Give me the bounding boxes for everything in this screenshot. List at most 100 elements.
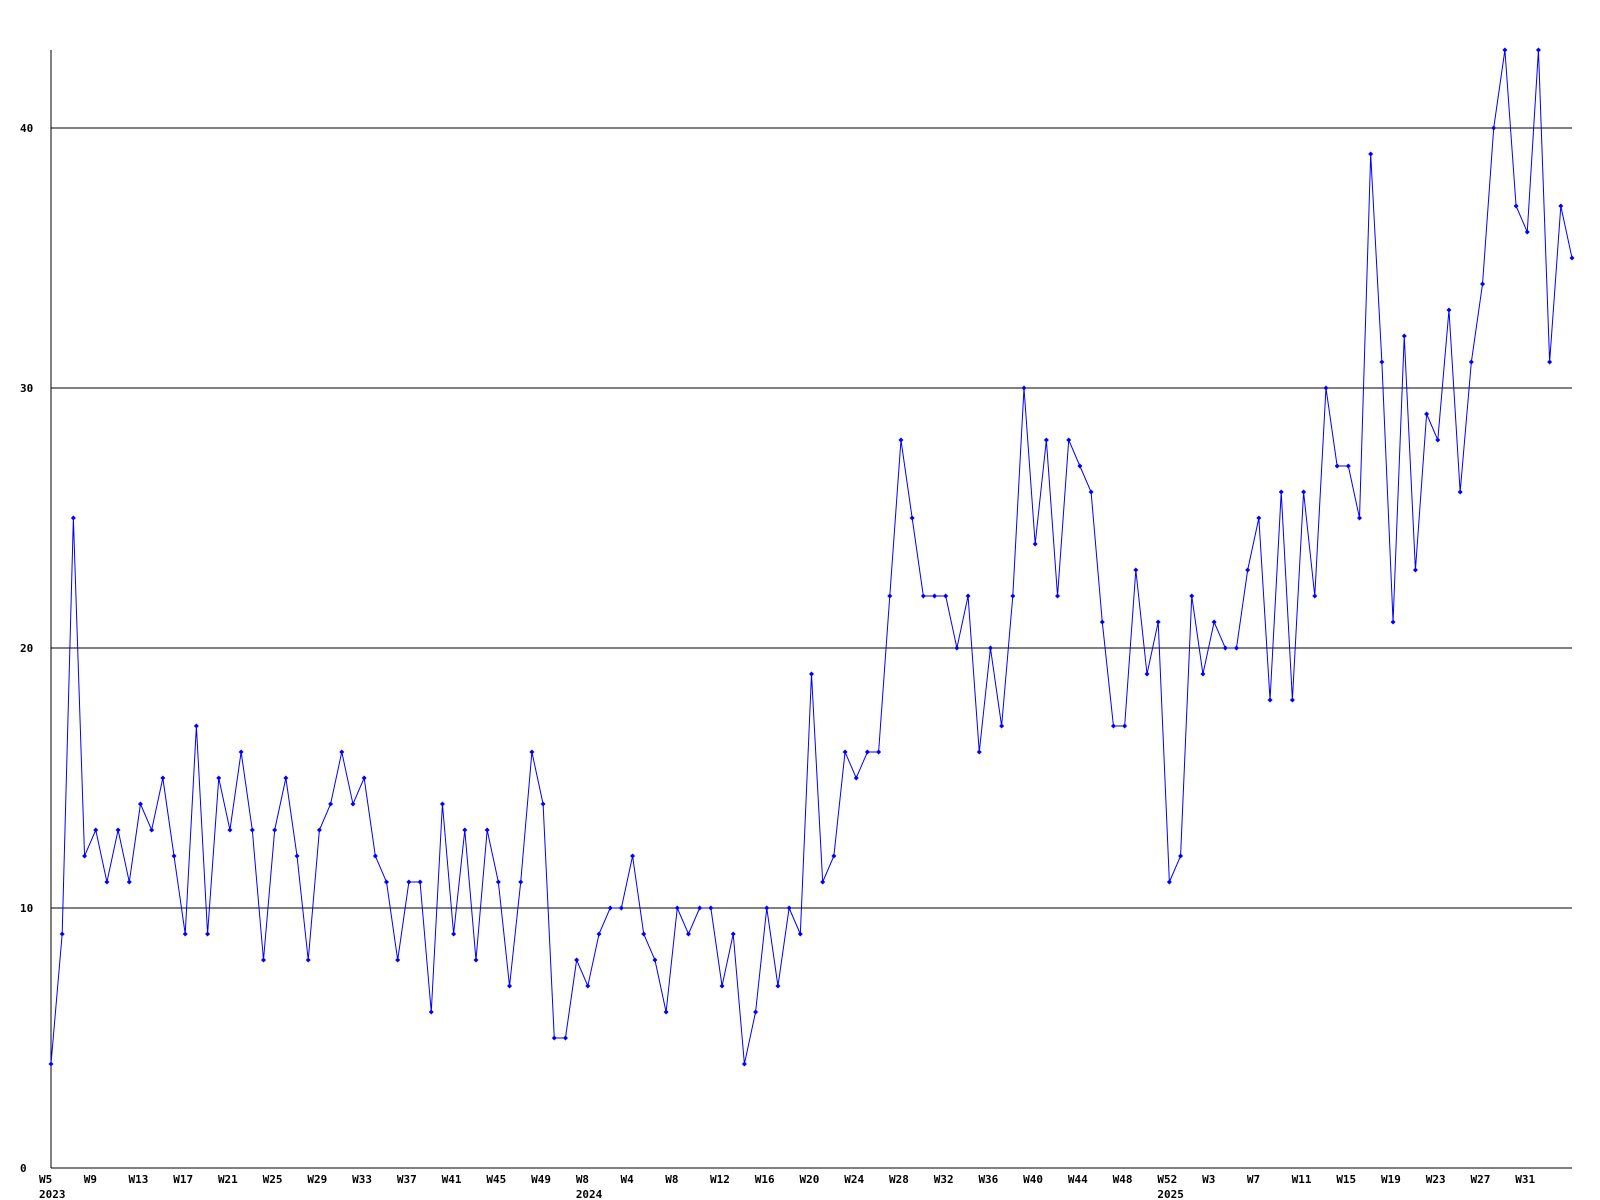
data-point — [1133, 567, 1139, 573]
x-tick-W29: W29 — [307, 1173, 327, 1186]
x-tick-W19: W19 — [1381, 1173, 1401, 1186]
data-point — [887, 593, 893, 599]
data-point — [518, 879, 524, 885]
data-point — [999, 723, 1005, 729]
data-point — [1424, 411, 1430, 417]
y-tick-40: 40 — [20, 122, 33, 135]
x-tick-W21: W21 — [218, 1173, 238, 1186]
x-tick-W15: W15 — [1336, 1173, 1356, 1186]
data-point — [1312, 593, 1318, 599]
data-point — [1010, 593, 1016, 599]
data-point — [1390, 619, 1396, 625]
y-tick-10: 10 — [20, 902, 33, 915]
data-point — [495, 879, 501, 885]
x-tick-W24: W24 — [844, 1173, 864, 1186]
y-tick-20: 20 — [20, 642, 33, 655]
x-tick-W52: W52 — [1157, 1173, 1177, 1186]
data-point — [1524, 229, 1530, 235]
data-point — [104, 879, 110, 885]
data-point — [294, 853, 300, 859]
data-point — [328, 801, 334, 807]
data-point — [507, 983, 513, 989]
data-point — [641, 931, 647, 937]
data-point — [238, 749, 244, 755]
data-point — [607, 905, 613, 911]
x-tick-W40: W40 — [1023, 1173, 1043, 1186]
x-year-2023: 2023 — [39, 1188, 66, 1200]
data-point — [1055, 593, 1061, 599]
axes — [50, 50, 1572, 1169]
data-point — [1077, 463, 1083, 469]
data-point — [954, 645, 960, 651]
data-point — [93, 827, 99, 833]
x-tick-W31: W31 — [1515, 1173, 1535, 1186]
data-point — [1569, 255, 1575, 261]
data-point — [1043, 437, 1049, 443]
data-point — [1301, 489, 1307, 495]
data-point — [1412, 567, 1418, 573]
x-tick-W8: W8 — [665, 1173, 678, 1186]
x-tick-W5: W5 — [39, 1173, 52, 1186]
data-point — [562, 1035, 568, 1041]
data-point — [417, 879, 423, 885]
data-point — [652, 957, 658, 963]
data-point — [976, 749, 982, 755]
data-point — [272, 827, 278, 833]
data-point — [1491, 125, 1497, 131]
data-point — [920, 593, 926, 599]
data-point — [685, 931, 691, 937]
data-point — [842, 749, 848, 755]
data-point — [1513, 203, 1519, 209]
x-year-2025: 2025 — [1157, 1188, 1184, 1200]
data-point — [182, 931, 188, 937]
x-tick-W8: W8 — [576, 1173, 589, 1186]
data-point — [1368, 151, 1374, 157]
data-point — [1155, 619, 1161, 625]
data-point — [820, 879, 826, 885]
x-tick-W36: W36 — [978, 1173, 998, 1186]
data-point — [1468, 359, 1474, 365]
data-point — [1088, 489, 1094, 495]
gridlines — [51, 127, 1572, 909]
data-point — [618, 905, 624, 911]
data-point — [1189, 593, 1195, 599]
x-tick-W11: W11 — [1292, 1173, 1312, 1186]
x-tick-W37: W37 — [397, 1173, 417, 1186]
data-point — [663, 1009, 669, 1015]
data-point — [987, 645, 993, 651]
data-point — [876, 749, 882, 755]
data-point — [1066, 437, 1072, 443]
data-point — [1267, 697, 1273, 703]
plot-area — [48, 47, 1575, 1067]
data-point — [1535, 47, 1541, 53]
y-tick-30: 30 — [20, 382, 33, 395]
data-point — [540, 801, 546, 807]
data-point — [764, 905, 770, 911]
data-point — [316, 827, 322, 833]
data-point — [249, 827, 255, 833]
data-point — [1211, 619, 1217, 625]
data-point — [260, 957, 266, 963]
data-point — [1099, 619, 1105, 625]
data-point — [372, 853, 378, 859]
data-point — [406, 879, 412, 885]
data-point — [1480, 281, 1486, 287]
data-point — [809, 671, 814, 677]
data-point — [1334, 463, 1340, 469]
x-tick-W12: W12 — [710, 1173, 730, 1186]
data-point — [574, 957, 580, 963]
data-point — [1502, 47, 1508, 53]
data-point — [1122, 723, 1128, 729]
data-point — [384, 879, 390, 885]
data-point — [1245, 567, 1251, 573]
data-point — [1032, 541, 1038, 547]
data-point — [439, 801, 445, 807]
x-tick-W4: W4 — [621, 1173, 635, 1186]
data-point — [1379, 359, 1385, 365]
data-point — [1278, 489, 1284, 495]
x-tick-W20: W20 — [800, 1173, 820, 1186]
data-point — [115, 827, 121, 833]
data-point — [1021, 385, 1027, 391]
data-point — [462, 827, 468, 833]
